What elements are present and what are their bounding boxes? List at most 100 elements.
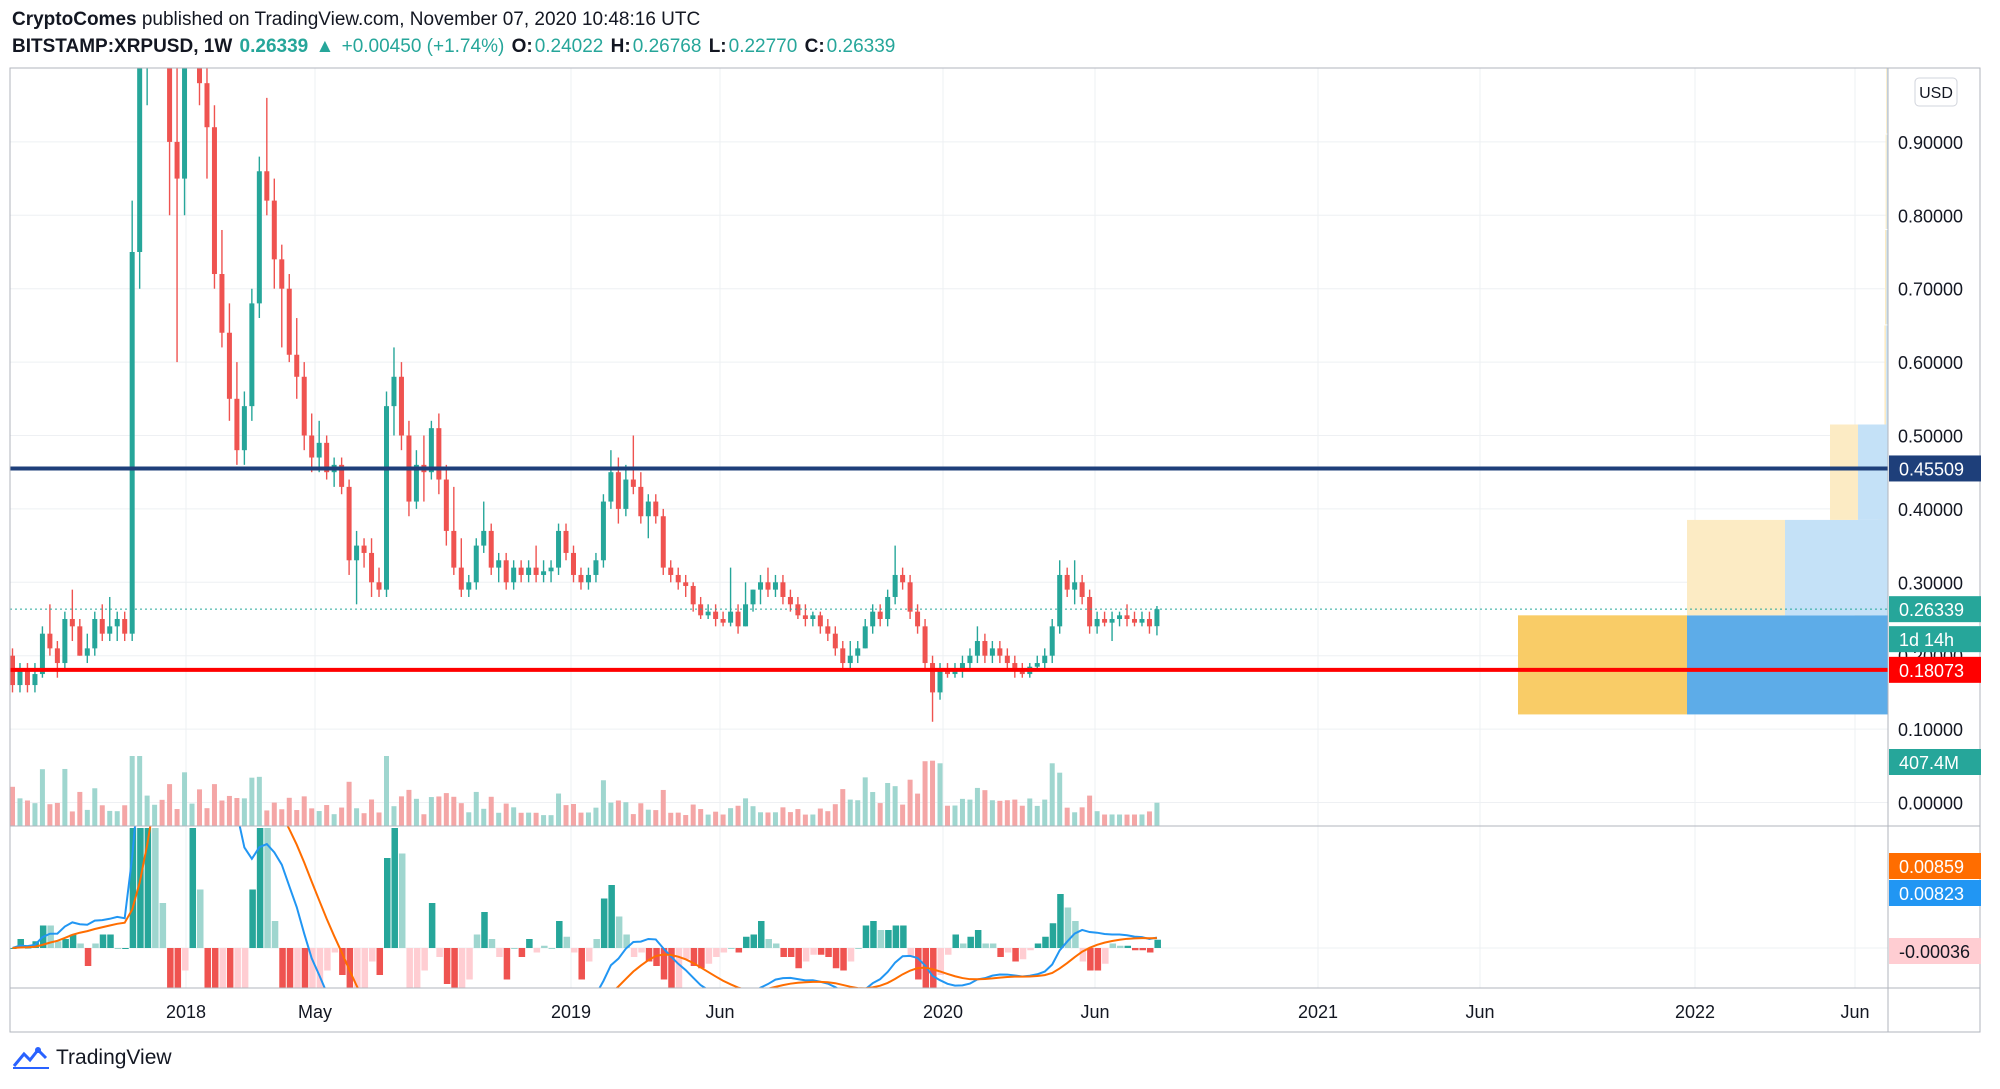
macd-histogram-bar [1034, 943, 1042, 948]
candle-down [690, 585, 696, 605]
volume-bar [593, 807, 599, 826]
volume-bar [862, 777, 868, 826]
candle-down [279, 259, 285, 289]
volume-bar [765, 812, 771, 826]
macd-histogram-bar [802, 948, 810, 962]
volume-bar [249, 777, 255, 826]
volume-bar [668, 812, 674, 826]
volume-bar [443, 793, 449, 826]
candle-down [660, 516, 666, 568]
macd-histogram-bar [735, 948, 743, 953]
macd-histogram-bar [1057, 894, 1064, 948]
macd-line [12, 826, 1158, 988]
last-price-badge-bg [1889, 596, 1981, 623]
price-tick-label: 0.50000 [1898, 427, 1963, 447]
macd-histogram-bar [825, 948, 832, 957]
macd-histogram-bar [982, 943, 989, 948]
price-tick-label: 0.00000 [1898, 794, 1963, 814]
macd-histogram-bar [750, 934, 758, 948]
candle-down [1146, 619, 1152, 627]
candle-up [384, 406, 389, 590]
signal-badge: 0.00859 [1899, 857, 1964, 877]
macd-histogram-bar [713, 948, 720, 957]
projection-boxes [1518, 424, 1888, 715]
time-tick-label: Jun [705, 1002, 734, 1022]
candle-up [354, 545, 360, 561]
candle-down [817, 615, 823, 627]
volume-bar [675, 812, 681, 826]
volume-bar [376, 812, 382, 826]
candle-up [39, 633, 45, 675]
time-axis[interactable]: 2018 May 2019 Jun 2020 Jun 2021 Jun 2022 Jun [166, 1002, 1870, 1022]
price-axis[interactable]: 0.000000.100000.200000.300000.400000.500… [1898, 77, 1963, 814]
volume-bar [324, 805, 330, 826]
candle-down [997, 648, 1003, 656]
volume-bar [309, 808, 315, 826]
volume-bar [750, 806, 756, 826]
volume-bar [1146, 811, 1152, 826]
macd-pane[interactable] [10, 576, 1161, 1082]
candle-up [241, 406, 247, 451]
time-tick-label: 2018 [166, 1002, 206, 1022]
volume-bar [623, 802, 629, 826]
macd-histogram-bar [855, 948, 862, 949]
volume-profile-down [1886, 68, 1888, 134]
candle-up [743, 604, 749, 627]
macd-histogram-bar [593, 939, 600, 948]
time-tick-label: 2020 [923, 1002, 963, 1022]
candle-down [915, 611, 921, 627]
symbol-label[interactable]: BITSTAMP:XRPUSD, 1W [12, 36, 233, 57]
candle-up [728, 611, 734, 623]
candle-up [526, 567, 532, 575]
volume-bar [1049, 763, 1055, 826]
macd-histogram-bar [159, 903, 167, 948]
horizontal-levels[interactable] [10, 466, 1888, 672]
candle-up [511, 567, 517, 583]
candle-down [226, 332, 232, 399]
support-badge-bg [1889, 656, 1981, 683]
candle-up [750, 589, 756, 605]
publisher-name[interactable]: CryptoComes [12, 9, 137, 30]
volume-bar [1087, 795, 1093, 826]
volume-bar [481, 808, 487, 826]
volume-bar [556, 793, 562, 826]
candle-up [855, 648, 861, 656]
macd-histogram-bar [279, 948, 286, 988]
close-label: C: [804, 36, 825, 57]
volume-bar [77, 791, 83, 826]
high-value: 0.26768 [632, 36, 702, 57]
macd-histogram-bar [256, 828, 264, 948]
volume-bar [511, 807, 517, 826]
macd-histogram-bar [518, 948, 526, 957]
candle-up [1139, 619, 1145, 623]
volume-bar [189, 803, 195, 826]
volume-profile-up [1886, 229, 1888, 325]
macd-histogram-bar [989, 943, 997, 948]
candle-down [294, 354, 300, 377]
volume-bar [1109, 814, 1115, 826]
tradingview-logo[interactable]: TradingView [12, 1046, 172, 1070]
macd-histogram-bar [428, 903, 436, 948]
volume-bar [264, 810, 270, 826]
volume-bar [234, 798, 240, 826]
candle-down [982, 641, 988, 656]
macd-histogram-bar [623, 934, 630, 948]
volume-bar [772, 812, 778, 826]
macd-histogram-bar [533, 948, 541, 953]
macd-badge: 0.00823 [1899, 884, 1964, 904]
candle-down [900, 574, 906, 583]
macd-histogram-bar [690, 948, 698, 966]
histogram-badge-bg [1889, 938, 1981, 964]
macd-histogram-bar [1124, 945, 1132, 948]
candle-up [129, 252, 135, 634]
macd-histogram-bar [324, 948, 331, 971]
candle-up [847, 655, 853, 664]
macd-histogram-bar [152, 828, 159, 948]
volume-bar [1042, 799, 1048, 826]
volume-bar [1139, 814, 1145, 826]
volume-bar [301, 796, 307, 826]
candle-down [630, 479, 636, 487]
macd-histogram-bar [1087, 948, 1094, 971]
candlesticks[interactable] [10, 0, 1160, 722]
